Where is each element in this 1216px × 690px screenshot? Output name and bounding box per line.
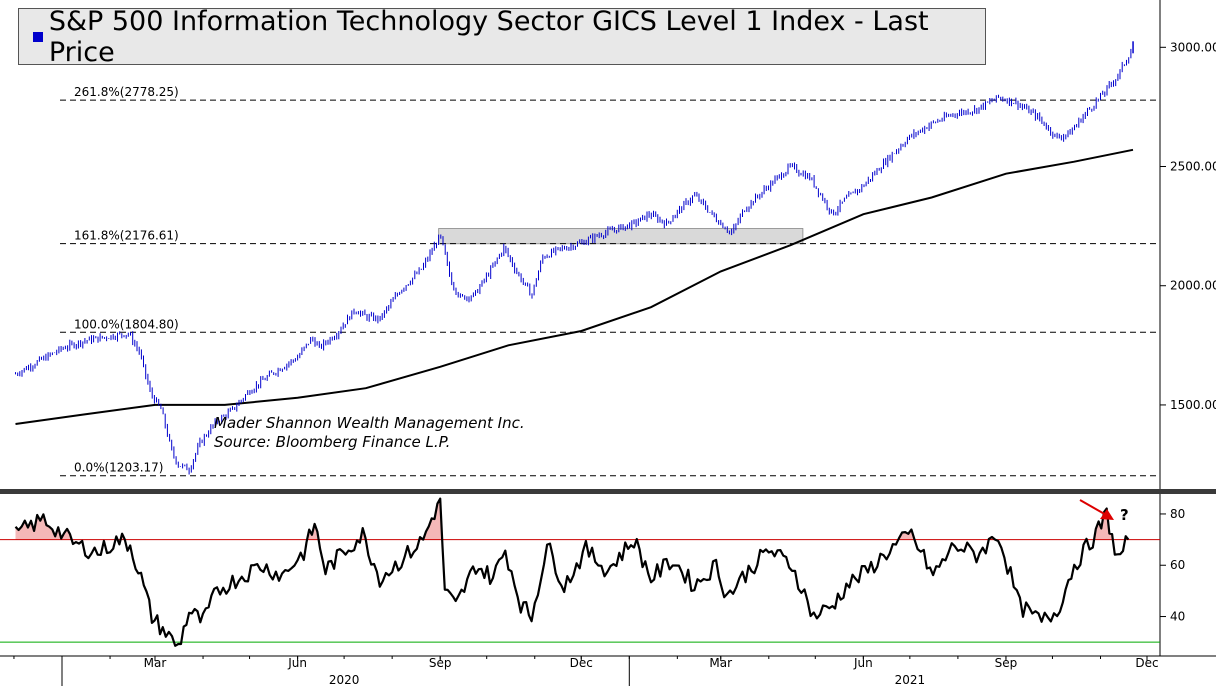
rsi-line bbox=[16, 499, 1129, 646]
rsi-ytick-label: 80 bbox=[1170, 507, 1185, 521]
rsi-ytick-label: 40 bbox=[1170, 610, 1185, 624]
attribution-line2: Source: Bloomberg Finance L.P. bbox=[214, 433, 450, 451]
fib-level-label: 100.0%(1804.80) bbox=[74, 317, 179, 331]
fib-level-label: 261.8%(2778.25) bbox=[74, 85, 179, 99]
panel-frames bbox=[0, 0, 1216, 656]
x-year-label: 2020 bbox=[329, 673, 360, 686]
price-ytick-label: 2500.00 bbox=[1170, 160, 1216, 174]
overbought-fill bbox=[16, 499, 1129, 646]
panel-divider bbox=[0, 489, 1216, 494]
resistance-zone bbox=[439, 229, 803, 244]
price-ytick-label: 2000.00 bbox=[1170, 279, 1216, 293]
price-panel: 3000.00 2500.00 2000.00 1500.00 261.8%(2778.… bbox=[16, 40, 1216, 475]
question-annotation: ? bbox=[1120, 506, 1129, 524]
fib-level-label: 161.8%(2176.61) bbox=[74, 229, 179, 243]
x-year-label: 2021 bbox=[895, 673, 926, 686]
chart-title: S&P 500 Information Technology Sector GI… bbox=[49, 6, 985, 68]
price-ytick-label: 3000.00 bbox=[1170, 40, 1216, 54]
chart-title-box: S&P 500 Information Technology Sector GI… bbox=[18, 8, 986, 65]
legend-swatch bbox=[33, 32, 43, 42]
price-ytick-label: 1500.00 bbox=[1170, 398, 1216, 412]
fib-level-label: 0.0%(1203.17) bbox=[74, 461, 163, 475]
rsi-ytick-label: 60 bbox=[1170, 558, 1185, 572]
rsi-panel: 80 60 40 bbox=[0, 499, 1185, 646]
moving-average-line bbox=[16, 150, 1134, 424]
attribution-line1: Mader Shannon Wealth Management Inc. bbox=[214, 414, 525, 432]
arrow-head bbox=[1100, 509, 1114, 520]
